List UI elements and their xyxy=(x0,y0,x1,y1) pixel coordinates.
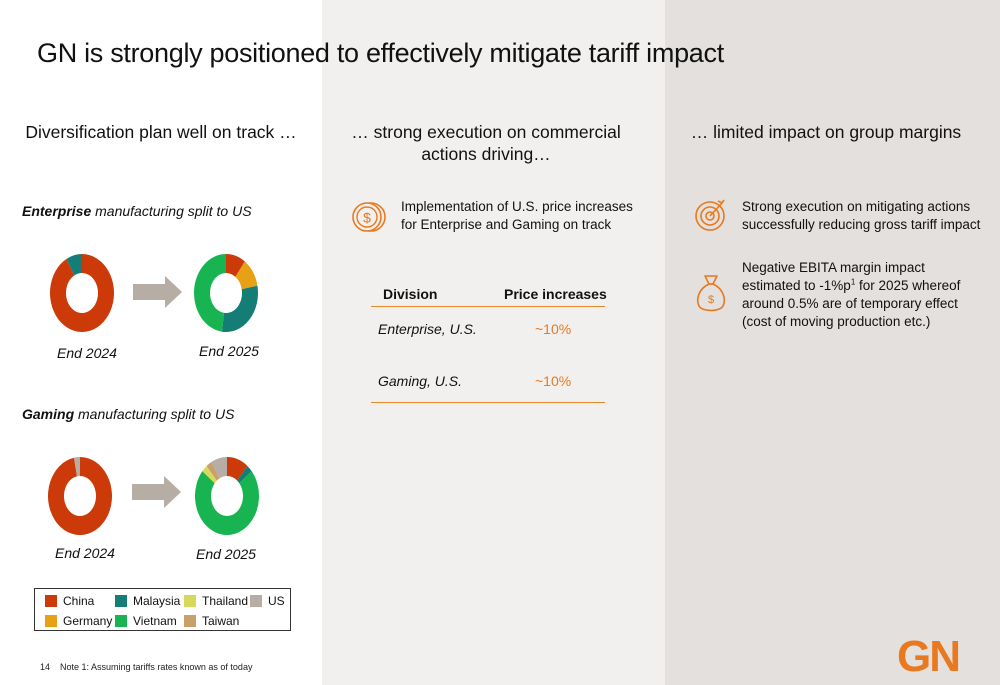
middle-column-heading: … strong execution on commercial actions… xyxy=(351,122,621,164)
right-panel-background xyxy=(665,0,1000,685)
gn-logo-text: GN xyxy=(897,633,959,675)
gaming-year-start: End 2024 xyxy=(55,545,115,561)
gaming-2024-donut xyxy=(48,457,112,535)
left-panel-background xyxy=(0,0,322,685)
donut-slice-china xyxy=(48,457,112,535)
ebita-margin-bullet: Negative EBITA margin impact estimated t… xyxy=(742,259,977,331)
table-header-price-increases: Price increases xyxy=(504,286,607,302)
table-row-gaming-division: Gaming, U.S. xyxy=(378,373,463,389)
ebita-footnote-ref: 1 xyxy=(850,277,856,287)
donut-slice-malaysia xyxy=(237,465,252,484)
legend-label-thailand: Thailand xyxy=(202,594,249,608)
footnote: 14 Note 1: Assuming tariffs rates known a… xyxy=(40,662,252,672)
legend-label-vietnam: Vietnam xyxy=(133,614,177,628)
price-increase-bullet: Implementation of U.S. price increases f… xyxy=(401,199,633,232)
table-header-division: Division xyxy=(383,286,438,302)
legend-item-china: China xyxy=(45,594,94,608)
gn-logo: GN xyxy=(897,633,961,675)
donut-slice-malaysia xyxy=(66,254,82,276)
enterprise-label-rest: manufacturing split to US xyxy=(91,203,252,219)
legend-item-germany: Germany xyxy=(45,614,112,628)
middle-panel-background xyxy=(322,0,665,685)
donut-slice-us xyxy=(211,457,227,479)
legend-label-taiwan: Taiwan xyxy=(202,614,240,628)
legend-swatch-china xyxy=(45,595,57,607)
gaming-subheading: Gaming manufacturing split to US xyxy=(22,406,234,422)
legend-swatch-malaysia xyxy=(115,595,127,607)
legend-swatch-us xyxy=(250,595,262,607)
ebita-text-part2: for 2025 whereof around 0.5% are of temp… xyxy=(742,278,961,329)
legend-label-malaysia: Malaysia xyxy=(133,594,181,608)
gaming-label-bold: Gaming xyxy=(22,406,75,422)
left-column-heading: Diversification plan well on track … xyxy=(25,122,297,142)
donut-slice-china xyxy=(227,457,248,481)
legend-item-taiwan: Taiwan xyxy=(184,614,239,628)
target-icon xyxy=(695,199,725,231)
coin-dollar-icon: $ xyxy=(352,202,386,232)
donut-slice-vietnam xyxy=(194,254,226,332)
legend-label-china: China xyxy=(63,594,95,608)
legend-swatch-germany xyxy=(45,615,57,627)
donut-slice-china xyxy=(226,254,245,277)
donut-slice-taiwan xyxy=(206,461,220,481)
enterprise-label-bold: Enterprise xyxy=(22,203,92,219)
footnote-text: Note 1: Assuming tariffs rates known as … xyxy=(60,662,253,672)
donut-slice-malaysia xyxy=(221,285,258,332)
mitigating-actions-bullet: Strong execution on mitigating actions s… xyxy=(742,199,981,232)
table-bottom-rule xyxy=(371,402,605,403)
money-bag-icon: $ xyxy=(696,275,726,312)
legend-item-vietnam: Vietnam xyxy=(115,614,177,628)
page-number: 14 xyxy=(40,662,51,672)
legend-label-germany: Germany xyxy=(63,614,113,628)
enterprise-subheading: Enterprise manufacturing split to US xyxy=(22,203,252,219)
enterprise-year-end: End 2025 xyxy=(199,343,259,359)
donut-slice-thailand xyxy=(202,465,217,484)
ebita-text-part1: Negative EBITA margin impact estimated t… xyxy=(742,260,925,293)
table-row-enterprise-value: ~10% xyxy=(535,321,572,337)
donut-slice-vietnam xyxy=(195,471,259,535)
donut-slice-us xyxy=(74,457,80,477)
legend-item-us: US xyxy=(250,594,285,608)
table-row-gaming-value: ~10% xyxy=(535,373,572,389)
gaming-2025-donut xyxy=(195,457,259,535)
gaming-label-rest: manufacturing split to US xyxy=(74,406,235,422)
legend-swatch-thailand xyxy=(184,595,196,607)
enterprise-2025-donut xyxy=(194,254,258,332)
legend-item-malaysia: Malaysia xyxy=(115,594,180,608)
svg-text:$: $ xyxy=(708,294,714,306)
donut-slice-china xyxy=(50,254,114,332)
legend-swatch-vietnam xyxy=(115,615,127,627)
donut-slice-germany xyxy=(235,261,258,290)
slide-title: GN is strongly positioned to effectively… xyxy=(37,38,724,68)
legend-label-us: US xyxy=(268,594,285,608)
chart-legend: China Malaysia Thailand US Germany Vietn… xyxy=(34,588,291,631)
enterprise-2024-donut xyxy=(50,254,114,332)
legend-swatch-taiwan xyxy=(184,615,196,627)
table-header-rule xyxy=(371,306,605,307)
svg-text:$: $ xyxy=(363,210,371,226)
enterprise-arrow-icon xyxy=(133,276,182,308)
table-row-enterprise-division: Enterprise, U.S. xyxy=(378,321,477,337)
gaming-arrow-icon xyxy=(132,476,181,508)
legend-item-thailand: Thailand xyxy=(184,594,248,608)
enterprise-year-start: End 2024 xyxy=(57,345,117,361)
gaming-year-end: End 2025 xyxy=(196,546,256,562)
right-column-heading: … limited impact on group margins xyxy=(690,122,962,142)
